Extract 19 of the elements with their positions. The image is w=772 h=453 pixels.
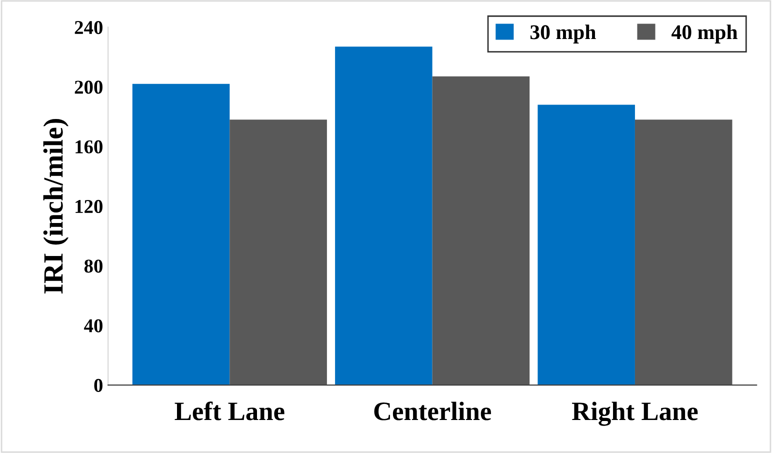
y-tick-label: 240 <box>74 20 102 34</box>
legend-label: 40 mph <box>672 24 738 44</box>
y-tick-label: 160 <box>76 140 102 154</box>
bar <box>335 46 432 386</box>
bar <box>538 104 635 386</box>
bar <box>230 120 327 386</box>
x-tick-label: Centerline <box>374 402 491 420</box>
y-tick-label: 0 <box>94 378 102 392</box>
y-axis-title: IRI (inch/mile) <box>43 118 68 294</box>
x-tick-label: Right Lane <box>572 402 698 426</box>
bar <box>634 120 732 386</box>
bar <box>432 76 530 386</box>
y-tick-label: 40 <box>84 319 102 332</box>
legend-label: 30 mph <box>530 24 596 44</box>
bar <box>132 84 230 386</box>
x-tick-label: Left Lane <box>174 401 284 420</box>
y-tick-label: 120 <box>76 200 102 214</box>
y-tick-label: 200 <box>74 80 102 94</box>
y-tick-label: 80 <box>84 260 102 273</box>
